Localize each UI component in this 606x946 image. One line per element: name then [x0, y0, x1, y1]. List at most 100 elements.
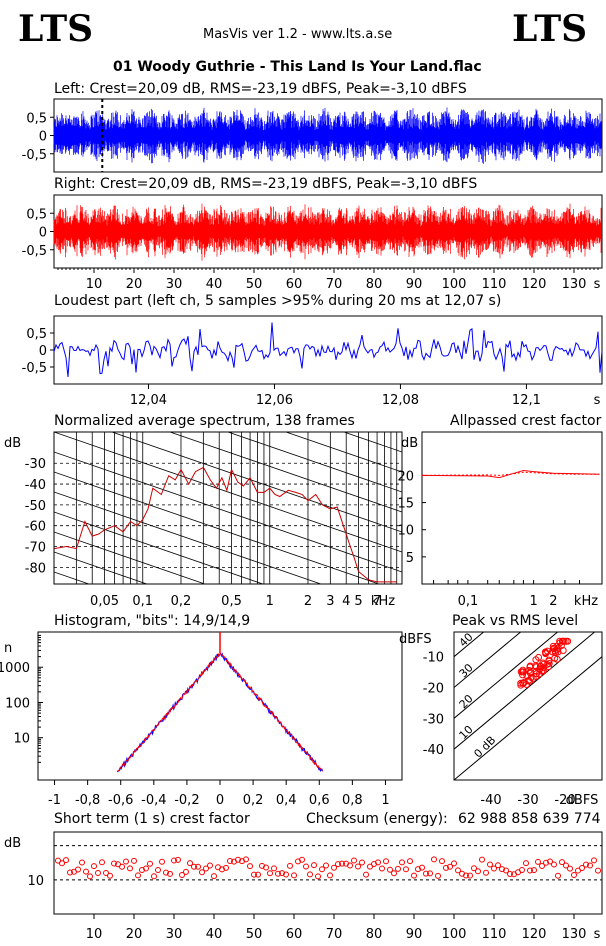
shortterm-point — [327, 872, 333, 879]
time-xtick-label: 60 — [286, 277, 303, 292]
spectrum-diag — [110, 432, 402, 533]
shortterm-point — [419, 864, 425, 871]
shortterm-point — [267, 870, 273, 877]
loudest-xtick-label: 12,06 — [256, 393, 293, 408]
spectrum-diag — [54, 551, 149, 584]
pvr-diagonal-label: 40 — [457, 630, 476, 649]
spectrum-ytick-label: -80 — [25, 561, 46, 576]
pvr-ylabel: dBFS — [399, 632, 432, 647]
histogram-xtick-label: 0,8 — [342, 793, 363, 808]
histogram-ytick-label: 10 — [13, 732, 30, 747]
pvr-xlabel: dBFS — [566, 793, 599, 808]
histogram-left-pos — [219, 652, 324, 773]
file-name: 01 Woody Guthrie - This Land Is Your Lan… — [113, 59, 482, 75]
spectrum-ytick-label: -40 — [25, 478, 46, 493]
histogram-ytick-label: 1000 — [0, 661, 30, 676]
time-xtick-label: 10 — [86, 277, 103, 292]
shortterm-point — [307, 871, 313, 878]
shortterm-point — [591, 857, 597, 864]
allpass-series-1 — [421, 471, 600, 476]
shortterm-point — [435, 872, 441, 879]
right-waveform-ytick-label: 0,5 — [26, 207, 47, 222]
shortterm-ytick-label: 10 — [27, 874, 44, 889]
allpass-xtick-label: 2 — [549, 594, 557, 609]
shortterm-point — [235, 856, 241, 863]
shortterm-point — [191, 863, 197, 870]
pvr-point — [545, 656, 553, 664]
pvr-point — [545, 659, 553, 667]
time-xunit: s — [594, 277, 601, 292]
spectrum-ylabel: dB — [4, 436, 21, 451]
shortterm-xtick-label: 10 — [86, 927, 103, 942]
shortterm-point — [87, 873, 93, 880]
loudest-ytick-label: -0,5 — [22, 361, 47, 376]
shortterm-point — [183, 868, 189, 875]
shortterm-xtick-label: 50 — [246, 927, 263, 942]
right-title: Right: Crest=20,09 dB, RMS=-23,19 dBFS, … — [54, 176, 478, 192]
shortterm-point — [527, 867, 533, 874]
pvr-xtick-label: -20 — [554, 793, 575, 808]
shortterm-point — [387, 866, 393, 873]
shortterm-point — [447, 863, 453, 870]
shortterm-point — [531, 867, 537, 874]
shortterm-point — [347, 862, 353, 869]
lts-logo-right: LTS — [512, 8, 588, 50]
shortterm-point — [471, 865, 477, 872]
pvr-diagonal — [454, 632, 559, 719]
allpass-ytick-label: 20 — [397, 469, 414, 484]
pvr-xtick-label: -40 — [480, 793, 501, 808]
spectrum-xtick-label: 0,5 — [221, 594, 242, 609]
shortterm-point — [207, 862, 213, 869]
shortterm-point — [271, 865, 277, 872]
pvr-point — [532, 663, 540, 671]
spectrum-diag — [54, 632, 402, 752]
shortterm-frame — [53, 831, 603, 915]
pvr-point — [560, 637, 568, 645]
allpass-xunit: kHz — [574, 594, 598, 609]
shortterm-point — [391, 870, 397, 877]
spectrum-xtick-label: 4 — [342, 594, 350, 609]
spectrum-diag — [226, 432, 402, 493]
spectrum-line — [54, 466, 397, 583]
shortterm-xtick-label: 30 — [166, 927, 183, 942]
shortterm-point — [107, 872, 113, 879]
shortterm-ylabel: dB — [4, 836, 21, 851]
left-waveform-ytick-label: 0 — [39, 130, 47, 145]
histogram-right-neg — [117, 652, 221, 772]
shortterm-xtick-label: 60 — [286, 927, 303, 942]
lts-logo-left: LTS — [18, 8, 94, 50]
shortterm-point — [595, 867, 601, 874]
shortterm-point — [587, 862, 593, 869]
shortterm-point — [75, 866, 81, 873]
shortterm-point — [535, 858, 541, 865]
left-waveform-signal — [53, 107, 602, 164]
histogram-title: Histogram, "bits": 14,9/14,9 — [54, 613, 251, 629]
shortterm-point — [151, 873, 157, 880]
allpass-ytick-label: 15 — [397, 497, 414, 512]
shortterm-point — [227, 858, 233, 865]
shortterm-point — [135, 872, 141, 879]
spectrum-frame — [53, 431, 403, 585]
shortterm-point — [547, 858, 553, 865]
spectrum-diag — [168, 432, 402, 513]
shortterm-xtick-label: 80 — [366, 927, 383, 942]
loudest-xtick-label: 12,04 — [130, 393, 167, 408]
shortterm-point — [79, 859, 85, 866]
pvr-point — [538, 667, 546, 675]
shortterm-point — [83, 868, 89, 875]
spectrum-diag — [54, 511, 265, 584]
shortterm-xunit: s — [594, 927, 601, 942]
shortterm-xtick-label: 130 — [562, 927, 587, 942]
spectrum-diag — [54, 612, 402, 732]
spectrum-xtick-label: 2 — [304, 594, 312, 609]
shortterm-point — [551, 861, 557, 868]
shortterm-point — [263, 864, 269, 871]
shortterm-point — [59, 860, 65, 867]
spectrum-ytick-label: -70 — [25, 541, 46, 556]
shortterm-point — [383, 858, 389, 865]
shortterm-point — [199, 869, 205, 876]
pvr-ytick-label: -10 — [423, 651, 444, 666]
spectrum-ytick-label: -30 — [25, 457, 46, 472]
allpass-ytick-label: 5 — [406, 551, 414, 566]
shortterm-point — [367, 863, 373, 870]
